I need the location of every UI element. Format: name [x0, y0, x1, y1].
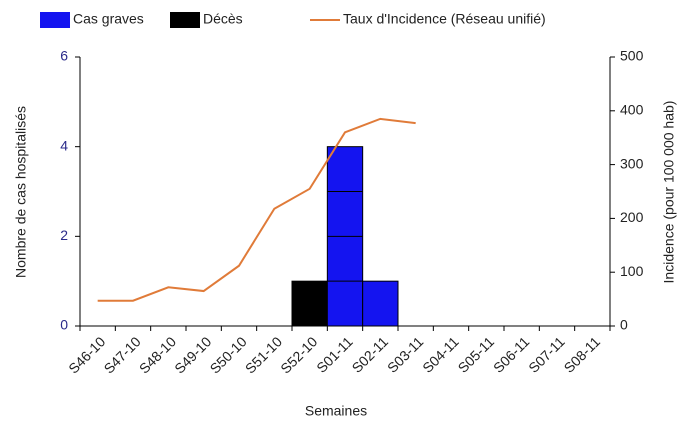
y-tick-label: 2 — [60, 227, 68, 243]
x-tick-label: S07-11 — [525, 333, 568, 376]
x-tick-label: S50-10 — [206, 333, 249, 376]
x-tick-label: S46-10 — [65, 333, 108, 376]
y2-tick-label: 500 — [620, 48, 644, 64]
y-axis-label: Nombre de cas hospitalisés — [13, 106, 29, 278]
y2-axis-label: Incidence (pour 100 000 hab) — [661, 101, 677, 284]
y2-tick-label: 300 — [620, 155, 644, 171]
legend-swatch — [40, 12, 70, 28]
legend-label: Décès — [203, 11, 243, 27]
x-axis-label: Semaines — [305, 403, 367, 419]
legend-label: Cas graves — [73, 11, 144, 27]
y2-tick-label: 100 — [620, 263, 644, 279]
x-tick-label: S49-10 — [171, 333, 214, 376]
y-tick-label: 0 — [60, 317, 68, 333]
line — [97, 117, 416, 302]
x-tick-label: S01-11 — [313, 333, 356, 376]
x-tick-label: S02-11 — [349, 333, 392, 376]
x-tick-label: S51-10 — [242, 333, 285, 376]
y2-tick-label: 200 — [620, 209, 644, 225]
x-tick-label: S52-10 — [277, 333, 320, 376]
y2-tick-label: 400 — [620, 102, 644, 118]
x-tick-label: S08-11 — [561, 333, 604, 376]
bar — [362, 280, 399, 327]
x-tick-label: S06-11 — [490, 333, 533, 376]
y2-tick-label: 0 — [620, 317, 628, 333]
x-tick-label: S48-10 — [136, 333, 179, 376]
x-tick-label: S05-11 — [455, 333, 498, 376]
legend-swatch — [170, 12, 200, 28]
x-tick-label: S47-10 — [100, 333, 143, 376]
y-tick-label: 6 — [60, 48, 68, 64]
y-tick-label: 4 — [60, 137, 68, 153]
x-tick-label: S03-11 — [384, 333, 427, 376]
x-tick-label: S04-11 — [419, 333, 462, 376]
legend-label: Taux d'Incidence (Réseau unifié) — [343, 11, 546, 27]
bar — [291, 280, 328, 327]
